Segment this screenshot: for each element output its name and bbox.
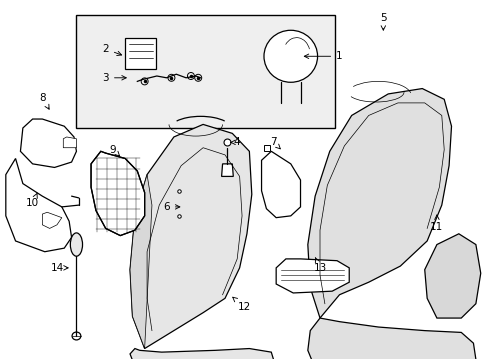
- Text: 9: 9: [109, 144, 120, 156]
- Polygon shape: [130, 348, 276, 360]
- Polygon shape: [130, 175, 152, 348]
- Polygon shape: [424, 234, 480, 318]
- Polygon shape: [221, 164, 233, 176]
- Bar: [76, 15, 334, 128]
- Text: 12: 12: [232, 297, 251, 312]
- Polygon shape: [261, 151, 300, 218]
- Polygon shape: [91, 151, 144, 235]
- Polygon shape: [6, 158, 71, 252]
- Polygon shape: [307, 89, 450, 318]
- Ellipse shape: [264, 30, 317, 82]
- Text: 10: 10: [26, 193, 39, 208]
- Text: 3: 3: [102, 73, 126, 83]
- Text: 14: 14: [50, 263, 68, 273]
- Text: 11: 11: [429, 215, 443, 231]
- Polygon shape: [125, 39, 156, 69]
- Polygon shape: [130, 125, 251, 348]
- Text: 4: 4: [230, 138, 240, 147]
- Ellipse shape: [72, 332, 81, 340]
- Text: 13: 13: [313, 257, 326, 273]
- Polygon shape: [63, 137, 76, 148]
- Ellipse shape: [70, 233, 82, 256]
- Polygon shape: [276, 259, 348, 293]
- Text: 5: 5: [379, 13, 386, 30]
- Polygon shape: [42, 212, 61, 228]
- Text: 7: 7: [270, 138, 280, 149]
- Polygon shape: [20, 119, 76, 167]
- Text: 1: 1: [304, 51, 342, 61]
- Text: 8: 8: [39, 93, 49, 109]
- Text: 2: 2: [102, 44, 122, 55]
- Text: 6: 6: [163, 202, 180, 212]
- Polygon shape: [307, 318, 475, 360]
